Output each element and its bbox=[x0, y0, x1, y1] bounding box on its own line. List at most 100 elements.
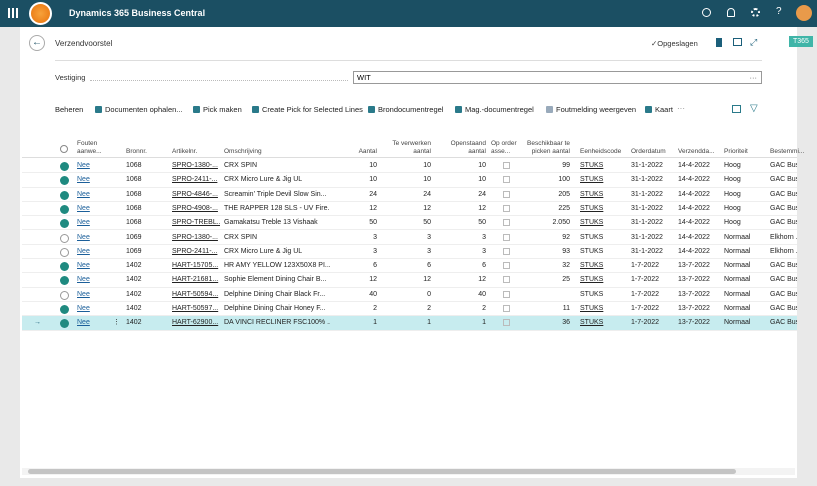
action-button[interactable]: Foutmelding weergeven bbox=[546, 105, 636, 115]
table-cell[interactable]: HART-21681... bbox=[172, 276, 219, 284]
bookmark-icon[interactable] bbox=[716, 38, 722, 47]
field-input[interactable]: WIT ··· bbox=[353, 71, 762, 84]
table-row[interactable] bbox=[22, 288, 797, 302]
action-button[interactable]: Brondocumentregel bbox=[368, 105, 443, 115]
table-cell[interactable]: Nee bbox=[77, 176, 90, 184]
share-list-icon[interactable] bbox=[732, 105, 741, 113]
row-check[interactable] bbox=[60, 276, 69, 286]
action-button[interactable]: Pick maken bbox=[193, 105, 242, 115]
checkbox[interactable] bbox=[503, 262, 510, 270]
checkbox[interactable] bbox=[503, 276, 510, 284]
column-header[interactable]: Bestemmi... bbox=[770, 148, 805, 155]
row-menu[interactable]: ⋮ bbox=[113, 319, 120, 327]
table-cell[interactable]: Nee bbox=[77, 290, 90, 298]
row-check[interactable] bbox=[60, 262, 69, 272]
column-header[interactable]: Eenheidscode bbox=[580, 148, 622, 155]
table-cell[interactable]: SPRO-1380-... bbox=[172, 162, 218, 169]
table-cell[interactable]: Nee bbox=[77, 190, 90, 198]
action-button[interactable]: Beheren bbox=[55, 105, 83, 115]
table-cell[interactable]: HART-62900... bbox=[172, 319, 219, 327]
column-header[interactable]: Op order asse... bbox=[491, 140, 517, 155]
checkbox[interactable] bbox=[503, 290, 510, 298]
column-header[interactable]: Beschikbaar te picken aantal bbox=[527, 140, 570, 155]
row-check[interactable] bbox=[60, 290, 69, 300]
table-cell[interactable]: Nee bbox=[77, 233, 90, 241]
lookup-dots[interactable]: ··· bbox=[749, 73, 758, 82]
checkbox[interactable] bbox=[503, 247, 510, 255]
checkbox[interactable] bbox=[503, 176, 510, 184]
table-cell[interactable]: SPRO-4908-... bbox=[172, 204, 218, 212]
collapse-icon[interactable]: ⤢ bbox=[750, 37, 758, 47]
action-button[interactable]: Create Pick for Selected Lines bbox=[252, 105, 363, 115]
table-cell[interactable]: HART-50594... bbox=[172, 290, 219, 298]
app-launcher[interactable] bbox=[8, 8, 18, 18]
action-button[interactable]: Mag.-documentregel bbox=[455, 105, 534, 115]
column-header[interactable]: Orderdatum bbox=[631, 148, 666, 155]
table-row[interactable] bbox=[22, 202, 797, 217]
table-cell[interactable]: SPRO-4846-... bbox=[172, 190, 218, 198]
table-cell[interactable]: HART-15705... bbox=[172, 262, 219, 270]
table-cell[interactable]: SPRO-TREBL... bbox=[172, 219, 220, 227]
action-button[interactable]: Kaart bbox=[645, 105, 673, 115]
column-header[interactable]: Fouten aanwe... bbox=[77, 140, 102, 155]
share-icon[interactable] bbox=[733, 38, 742, 46]
filter-icon[interactable]: ▽ bbox=[750, 103, 758, 114]
row-check[interactable] bbox=[60, 247, 69, 257]
checkbox[interactable] bbox=[503, 219, 510, 227]
header-check[interactable] bbox=[60, 145, 68, 153]
row-check[interactable] bbox=[60, 319, 69, 329]
column-header[interactable]: Artikelnr. bbox=[172, 148, 198, 155]
table-cell[interactable]: SPRO-2411-... bbox=[172, 247, 218, 255]
table-row[interactable] bbox=[22, 216, 797, 231]
table-row[interactable] bbox=[22, 259, 797, 274]
table-row[interactable] bbox=[22, 316, 797, 331]
table-row[interactable] bbox=[22, 273, 797, 288]
row-check[interactable] bbox=[60, 204, 69, 214]
checkbox[interactable] bbox=[503, 233, 510, 241]
column-header[interactable]: Te verwerken aantal bbox=[392, 140, 431, 155]
table-cell[interactable]: HART-50597... bbox=[172, 305, 219, 312]
table-cell[interactable]: Nee bbox=[77, 319, 90, 327]
column-header[interactable]: Omschrijving bbox=[224, 148, 262, 155]
row-check[interactable] bbox=[60, 162, 69, 171]
back-button[interactable]: ← bbox=[29, 35, 45, 51]
search-icon[interactable] bbox=[702, 8, 711, 17]
row-check[interactable] bbox=[60, 176, 69, 186]
table-row[interactable] bbox=[22, 302, 797, 317]
table-cell[interactable]: Nee bbox=[77, 247, 90, 255]
table-row[interactable] bbox=[22, 245, 797, 260]
checkbox[interactable] bbox=[503, 162, 510, 169]
column-header[interactable]: Prioriteit bbox=[724, 148, 748, 155]
table-cell[interactable]: Nee bbox=[77, 219, 90, 227]
checkbox[interactable] bbox=[503, 190, 510, 198]
table-cell[interactable]: SPRO-1380-... bbox=[172, 233, 218, 241]
column-header[interactable]: Openstaand aantal bbox=[450, 140, 486, 155]
table-cell[interactable]: Nee bbox=[77, 162, 90, 169]
table-row[interactable] bbox=[22, 231, 797, 245]
table-row[interactable] bbox=[22, 173, 797, 188]
column-header[interactable]: Bronnr. bbox=[126, 148, 147, 155]
avatar[interactable] bbox=[796, 5, 812, 21]
help-icon[interactable]: ? bbox=[776, 6, 782, 17]
settings-icon[interactable] bbox=[751, 8, 760, 17]
row-check[interactable] bbox=[60, 305, 69, 314]
column-header[interactable]: Verzendda... bbox=[678, 148, 715, 155]
table-cell[interactable]: Nee bbox=[77, 305, 90, 312]
table-row[interactable] bbox=[22, 159, 797, 174]
checkbox[interactable] bbox=[503, 305, 510, 312]
table-cell[interactable]: Nee bbox=[77, 262, 90, 270]
scroll-thumb[interactable] bbox=[28, 469, 736, 474]
table-cell[interactable]: Nee bbox=[77, 276, 90, 284]
table-cell[interactable]: Nee bbox=[77, 204, 90, 212]
column-header[interactable]: Aantal bbox=[358, 148, 377, 155]
row-check[interactable] bbox=[60, 219, 69, 229]
row-check[interactable] bbox=[60, 233, 69, 243]
more-actions[interactable]: ··· bbox=[677, 104, 685, 113]
row-check[interactable] bbox=[60, 190, 69, 200]
checkbox[interactable] bbox=[503, 319, 510, 327]
action-button[interactable]: Documenten ophalen... bbox=[95, 105, 183, 115]
bell-icon[interactable] bbox=[727, 8, 735, 17]
checkbox[interactable] bbox=[503, 204, 510, 212]
table-cell[interactable]: SPRO-2411-... bbox=[172, 176, 218, 184]
table-row[interactable] bbox=[22, 188, 797, 202]
